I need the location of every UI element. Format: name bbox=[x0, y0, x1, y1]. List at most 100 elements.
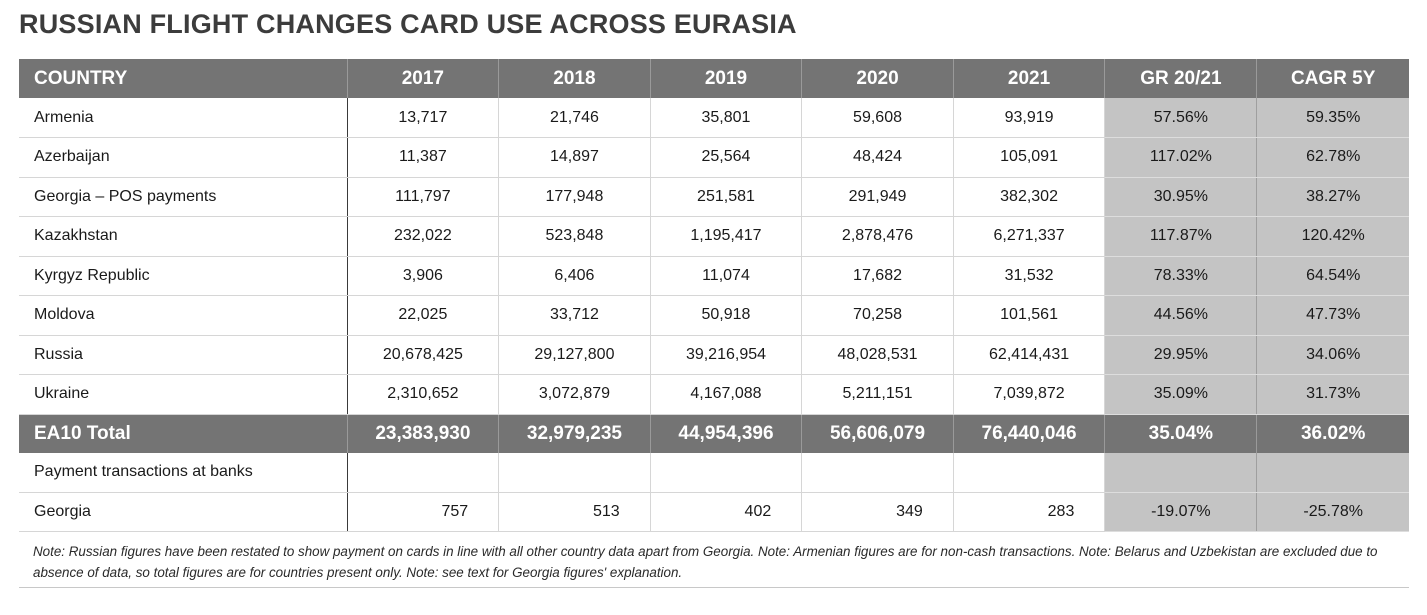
column-header: 2018 bbox=[498, 59, 651, 98]
value-cell: 23,383,930 bbox=[347, 414, 500, 453]
value-cell: 76,440,046 bbox=[953, 414, 1106, 453]
growth-cell: 30.95% bbox=[1104, 177, 1258, 217]
row-label: Moldova bbox=[19, 295, 348, 336]
value-cell: 349 bbox=[801, 492, 954, 532]
table-body: Armenia 13,717 21,746 35,801 59,608 93,919 57.… bbox=[19, 98, 1409, 532]
value-cell: 93,919 bbox=[953, 98, 1106, 138]
value-cell: 177,948 bbox=[498, 177, 651, 217]
value-cell: 111,797 bbox=[347, 177, 500, 217]
value-cell: 48,028,531 bbox=[801, 335, 954, 375]
row-label: EA10 Total bbox=[19, 414, 348, 453]
row-label: Azerbaijan bbox=[19, 137, 348, 178]
table-row: Georgia 757 513 402 349 283 -19.07% -25.78% bbox=[19, 492, 1409, 532]
value-cell: 251,581 bbox=[650, 177, 803, 217]
row-label: Kazakhstan bbox=[19, 216, 348, 257]
value-cell: 513 bbox=[498, 492, 651, 532]
value-cell: 59,608 bbox=[801, 98, 954, 138]
growth-cell: 64.54% bbox=[1256, 256, 1409, 296]
table-row: Russia 20,678,425 29,127,800 39,216,954 48,0… bbox=[19, 335, 1409, 375]
growth-cell: 117.02% bbox=[1104, 137, 1258, 178]
value-cell: 50,918 bbox=[650, 295, 803, 336]
value-cell: 56,606,079 bbox=[801, 414, 954, 453]
value-cell: 39,216,954 bbox=[650, 335, 803, 375]
value-cell: 62,414,431 bbox=[953, 335, 1106, 375]
value-cell: 44,954,396 bbox=[650, 414, 803, 453]
bottom-divider bbox=[19, 587, 1409, 588]
table-row: Azerbaijan 11,387 14,897 25,564 48,424 105,09… bbox=[19, 137, 1409, 178]
value-cell: 17,682 bbox=[801, 256, 954, 296]
value-cell: 402 bbox=[650, 492, 803, 532]
row-label: Georgia – POS payments bbox=[19, 177, 348, 217]
value-cell: 11,387 bbox=[347, 137, 500, 178]
column-header: 2017 bbox=[347, 59, 500, 98]
value-cell: 35,801 bbox=[650, 98, 803, 138]
row-label: Armenia bbox=[19, 98, 348, 138]
value-cell: 523,848 bbox=[498, 216, 651, 257]
column-header: COUNTRY bbox=[19, 59, 348, 98]
growth-cell: 35.09% bbox=[1104, 374, 1258, 415]
growth-cell: 59.35% bbox=[1256, 98, 1409, 138]
value-cell: 32,979,235 bbox=[498, 414, 651, 453]
value-cell: 20,678,425 bbox=[347, 335, 500, 375]
value-cell: 33,712 bbox=[498, 295, 651, 336]
column-header: 2019 bbox=[650, 59, 803, 98]
value-cell: 70,258 bbox=[801, 295, 954, 336]
growth-cell: 36.02% bbox=[1256, 414, 1409, 453]
data-table: COUNTRY 2017 2018 2019 2020 2021 GR 20/2… bbox=[19, 59, 1409, 532]
value-cell: 3,906 bbox=[347, 256, 500, 296]
growth-cell: 62.78% bbox=[1256, 137, 1409, 178]
value-cell: 29,127,800 bbox=[498, 335, 651, 375]
value-cell: 6,406 bbox=[498, 256, 651, 296]
row-label: Russia bbox=[19, 335, 348, 375]
growth-cell: 29.95% bbox=[1104, 335, 1258, 375]
table-row: Ukraine 2,310,652 3,072,879 4,167,088 5,211,… bbox=[19, 374, 1409, 415]
value-cell: 31,532 bbox=[953, 256, 1106, 296]
chart-title: RUSSIAN FLIGHT CHANGES CARD USE ACROSS E… bbox=[19, 9, 797, 39]
row-label: Ukraine bbox=[19, 374, 348, 415]
value-cell bbox=[953, 453, 1106, 493]
value-cell: 757 bbox=[347, 492, 500, 532]
value-cell: 291,949 bbox=[801, 177, 954, 217]
value-cell: 232,022 bbox=[347, 216, 500, 257]
table-row: Georgia – POS payments 111,797 177,948 251,… bbox=[19, 177, 1409, 217]
growth-cell: 38.27% bbox=[1256, 177, 1409, 217]
growth-cell: -19.07% bbox=[1104, 492, 1258, 532]
row-label: Kyrgyz Republic bbox=[19, 256, 348, 296]
value-cell: 105,091 bbox=[953, 137, 1106, 178]
value-cell: 5,211,151 bbox=[801, 374, 954, 415]
growth-cell: 120.42% bbox=[1256, 216, 1409, 257]
value-cell: 22,025 bbox=[347, 295, 500, 336]
value-cell: 6,271,337 bbox=[953, 216, 1106, 257]
value-cell: 7,039,872 bbox=[953, 374, 1106, 415]
column-header: CAGR 5Y bbox=[1256, 59, 1409, 98]
value-cell: 14,897 bbox=[498, 137, 651, 178]
value-cell: 13,717 bbox=[347, 98, 500, 138]
growth-cell bbox=[1256, 453, 1409, 493]
column-header: 2021 bbox=[953, 59, 1106, 98]
value-cell bbox=[347, 453, 500, 493]
growth-cell bbox=[1104, 453, 1258, 493]
total-row: EA10 Total 23,383,930 32,979,235 44,954,396… bbox=[19, 414, 1409, 453]
table-row: Kyrgyz Republic 3,906 6,406 11,074 17,682 31,… bbox=[19, 256, 1409, 296]
row-label: Georgia bbox=[19, 492, 348, 532]
value-cell bbox=[498, 453, 651, 493]
footnote: Note: Russian figures have been restated… bbox=[33, 544, 1378, 580]
value-cell bbox=[650, 453, 803, 493]
value-cell: 101,561 bbox=[953, 295, 1106, 336]
value-cell: 48,424 bbox=[801, 137, 954, 178]
value-cell: 3,072,879 bbox=[498, 374, 651, 415]
value-cell: 382,302 bbox=[953, 177, 1106, 217]
growth-cell: 47.73% bbox=[1256, 295, 1409, 336]
value-cell: 21,746 bbox=[498, 98, 651, 138]
value-cell: 2,878,476 bbox=[801, 216, 954, 257]
table-row: Moldova 22,025 33,712 50,918 70,258 101,561 44… bbox=[19, 295, 1409, 336]
growth-cell: 57.56% bbox=[1104, 98, 1258, 138]
growth-cell: 34.06% bbox=[1256, 335, 1409, 375]
value-cell: 2,310,652 bbox=[347, 374, 500, 415]
subsection-label: Payment transactions at banks bbox=[19, 453, 348, 493]
growth-cell: 44.56% bbox=[1104, 295, 1258, 336]
header-row: COUNTRY 2017 2018 2019 2020 2021 GR 20/2… bbox=[19, 59, 1409, 98]
table-row: Armenia 13,717 21,746 35,801 59,608 93,919 57.… bbox=[19, 98, 1409, 138]
growth-cell: 117.87% bbox=[1104, 216, 1258, 257]
value-cell bbox=[801, 453, 954, 493]
